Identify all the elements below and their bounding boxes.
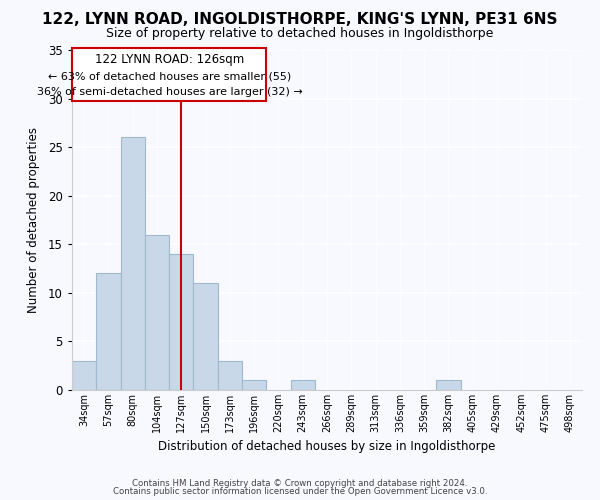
Text: Size of property relative to detached houses in Ingoldisthorpe: Size of property relative to detached ho… [106,28,494,40]
Bar [72,361,96,390]
Text: ← 63% of detached houses are smaller (55): ← 63% of detached houses are smaller (55… [48,71,291,81]
Text: 36% of semi-detached houses are larger (32) →: 36% of semi-detached houses are larger (… [37,87,302,97]
Text: Contains public sector information licensed under the Open Government Licence v3: Contains public sector information licen… [113,487,487,496]
Bar [145,234,169,390]
Bar [121,138,145,390]
Bar [290,380,315,390]
Bar [436,380,461,390]
Bar [193,283,218,390]
Bar [218,361,242,390]
Y-axis label: Number of detached properties: Number of detached properties [27,127,40,313]
Text: Contains HM Land Registry data © Crown copyright and database right 2024.: Contains HM Land Registry data © Crown c… [132,478,468,488]
X-axis label: Distribution of detached houses by size in Ingoldisthorpe: Distribution of detached houses by size … [158,440,496,454]
Text: 122, LYNN ROAD, INGOLDISTHORPE, KING'S LYNN, PE31 6NS: 122, LYNN ROAD, INGOLDISTHORPE, KING'S L… [42,12,558,28]
Bar [169,254,193,390]
Bar [242,380,266,390]
Text: 122 LYNN ROAD: 126sqm: 122 LYNN ROAD: 126sqm [95,53,244,66]
FancyBboxPatch shape [73,48,266,100]
Bar [96,274,121,390]
